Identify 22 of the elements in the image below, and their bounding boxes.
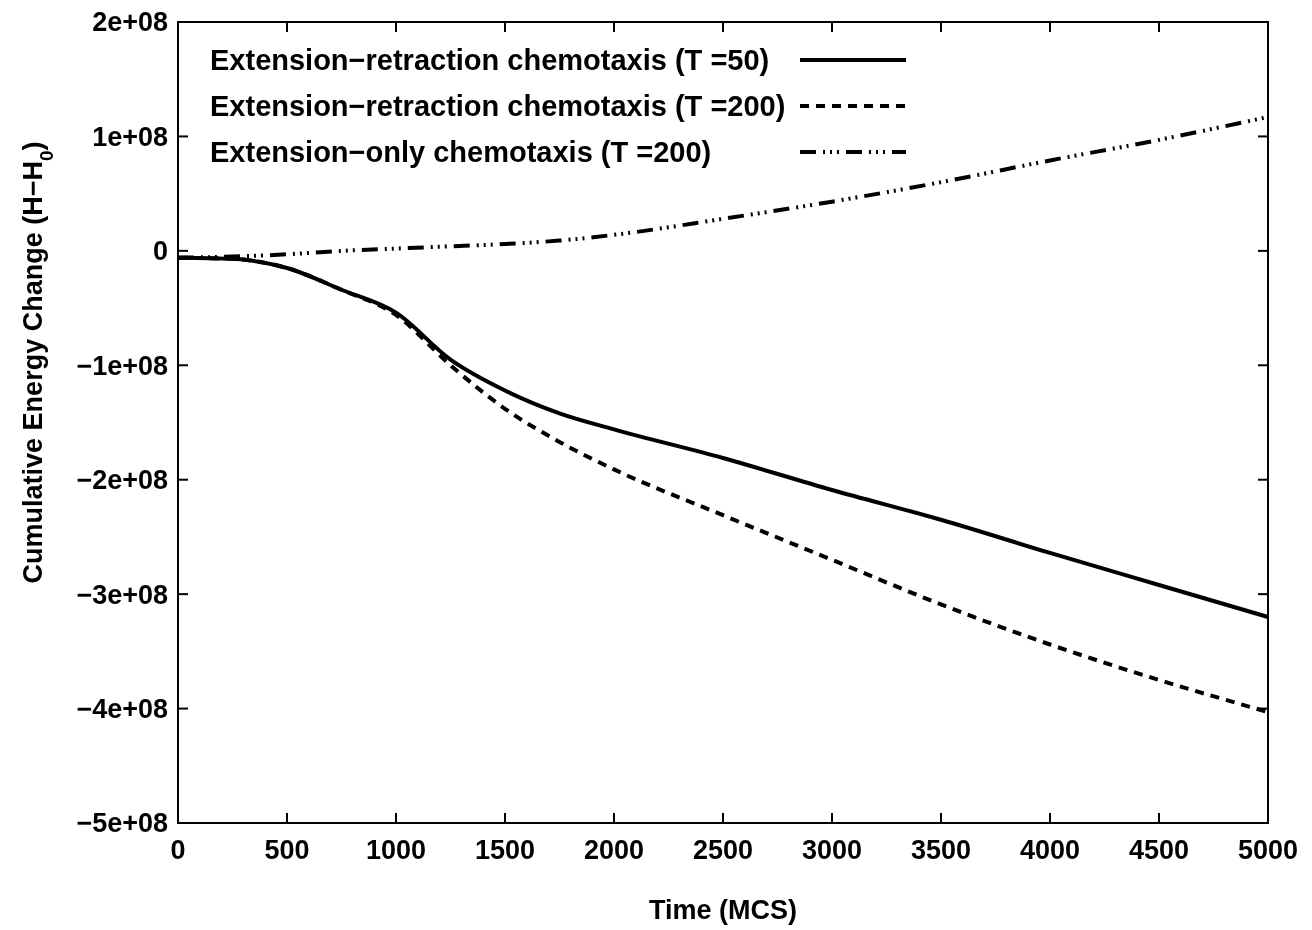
series-label: Extension−only chemotaxis (T =200) — [210, 136, 712, 169]
legend-label: Extension−retraction chemotaxis (T =50) — [210, 44, 770, 77]
x-tick-label: 4500 — [1128, 835, 1190, 865]
x-tick-label: 1000 — [365, 835, 427, 865]
x-tick-label: 3000 — [801, 835, 863, 865]
x-tick-label: 3500 — [910, 835, 972, 865]
x-axis-title: Time (MCS) — [648, 895, 798, 925]
y-tick-label: 2e+08 — [92, 7, 168, 38]
y-tick-label: −5e+08 — [76, 808, 168, 839]
y-tick-label: −3e+08 — [76, 579, 168, 610]
y-tick-label: −1e+08 — [76, 350, 168, 381]
legend-label: Extension−retraction chemotaxis (T =200) — [210, 90, 786, 123]
y-tick-label: −4e+08 — [76, 694, 168, 725]
x-tick-label: 5000 — [1237, 835, 1299, 865]
y-tick-label: 1e+08 — [92, 121, 168, 152]
x-tick-label: 1500 — [474, 835, 536, 865]
y-tick-label: 0 — [152, 236, 168, 267]
x-tick-label: 500 — [264, 835, 310, 865]
x-tick-label: 2500 — [692, 835, 754, 865]
x-tick-label: 2000 — [583, 835, 645, 865]
y-tick-label: −2e+08 — [76, 465, 168, 496]
x-tick-label: 4000 — [1019, 835, 1081, 865]
